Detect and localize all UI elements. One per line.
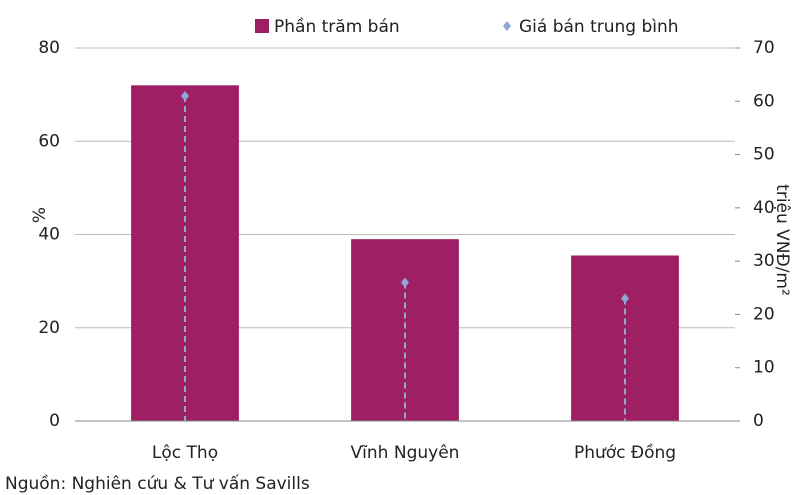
y2-tick-label: 30: [753, 251, 775, 271]
y2-axis-label: triệu VNĐ/m²: [772, 184, 792, 296]
bar: [351, 239, 459, 421]
legend-label: Giá bán trung bình: [519, 17, 679, 37]
point: [401, 277, 409, 288]
legend-label: Phần trăm bán: [274, 16, 400, 37]
y2-tick-label: 70: [753, 38, 775, 58]
y2-tick-label: 0: [753, 411, 764, 431]
y2-tick-label: 10: [753, 358, 775, 378]
x-tick-label: Vĩnh Nguyên: [351, 443, 460, 463]
y2-tick-label: 60: [753, 91, 775, 111]
y-tick-label: 80: [38, 38, 60, 58]
source-note: Nguồn: Nghiên cứu & Tư vấn Savills: [5, 473, 310, 494]
y2-tick-label: 40: [753, 198, 775, 218]
y-tick-label: 60: [38, 131, 60, 151]
bar: [571, 255, 679, 421]
y2-tick-label: 20: [753, 304, 775, 324]
y-tick-label: 40: [38, 225, 60, 245]
x-tick-label: Lộc Thọ: [152, 443, 218, 463]
y-tick-label: 20: [38, 318, 60, 338]
legend-swatch: [255, 19, 269, 33]
point: [621, 293, 629, 304]
y2-tick-label: 50: [753, 145, 775, 165]
y-tick-label: 0: [49, 411, 60, 431]
y-axis-label: %: [30, 207, 50, 223]
x-tick-label: Phước Đồng: [574, 442, 676, 463]
legend-swatch: [503, 21, 511, 31]
point: [181, 90, 189, 101]
